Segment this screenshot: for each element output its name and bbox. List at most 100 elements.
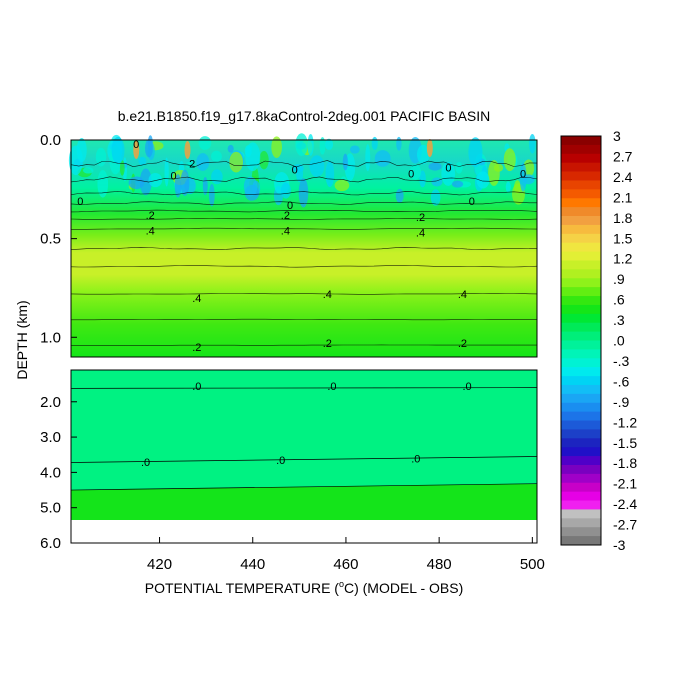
x-axis-label: POTENTIAL TEMPERATURE (oC) (MODEL - OBS) <box>145 579 464 596</box>
colorbar-swatch <box>561 269 601 279</box>
x-tick-label: 440 <box>240 556 265 573</box>
y-tick-label: 0.0 <box>40 132 61 149</box>
variability-blob <box>309 155 325 178</box>
variability-blob <box>184 140 191 159</box>
contour-label: .0 <box>192 381 201 393</box>
variability-blob <box>128 176 145 190</box>
upper-panel-field <box>71 140 537 357</box>
variability-blob <box>324 138 334 150</box>
variability-blob <box>164 157 169 187</box>
contour-label: .0 <box>276 455 285 467</box>
contour-label: 0 <box>469 196 475 208</box>
colorbar-swatch <box>561 402 601 413</box>
contour-label: 0 <box>445 163 451 175</box>
colorbar-swatch <box>561 153 601 164</box>
contour-line <box>70 176 538 183</box>
contour-label: .2 <box>323 338 332 350</box>
lower-panel-frame <box>70 369 538 544</box>
contour-line <box>70 201 537 205</box>
variability-blob <box>342 153 348 171</box>
variability-blob <box>144 139 153 158</box>
y-tick-label: 2.0 <box>40 394 61 411</box>
variability-blob <box>319 137 326 155</box>
variability-blob <box>455 161 463 174</box>
y-tick-label: 3.0 <box>40 429 61 446</box>
contour-line <box>70 218 538 220</box>
variability-blob <box>119 160 125 176</box>
contour-label: .2 <box>281 210 290 222</box>
y-axis-upper: 0.0 0.5 1.0 <box>40 132 77 346</box>
colorbar-swatch <box>561 322 601 333</box>
colorbar-label: 3 <box>613 128 621 144</box>
lower-contour-lines <box>70 387 538 491</box>
x-axis-label-unit: o <box>339 579 344 589</box>
colorbar-swatch <box>561 456 601 466</box>
variability-blob <box>468 137 483 168</box>
colorbar-swatch <box>561 438 601 448</box>
colorbar-label: 2.7 <box>613 148 633 164</box>
colorbar-swatch <box>561 242 601 252</box>
contour-line <box>70 191 538 196</box>
colorbar-label: 1.8 <box>613 210 633 226</box>
variability-blob <box>138 156 147 166</box>
colorbar-label: 1.5 <box>613 230 633 246</box>
upper-panel: 020 0 0 0 00 0 0.2.2.2.4.4.4.4.4.4.2.2.2 <box>68 133 538 358</box>
variability-blob <box>244 145 252 158</box>
variability-blob <box>271 136 282 158</box>
variability-blob <box>198 136 212 150</box>
contour-line <box>71 318 537 321</box>
x-axis: 420 440 460 480 500 <box>147 537 545 573</box>
y-tick-label: 1.0 <box>40 329 61 346</box>
variability-blob <box>292 164 304 173</box>
colorbar-label: -3 <box>613 537 626 553</box>
y-axis-label: DEPTH (km) <box>14 300 30 379</box>
variability-blob <box>208 184 215 207</box>
colorbar-label: -2.1 <box>613 476 637 492</box>
variability-blob <box>139 168 152 196</box>
y-axis-lower: 2.0 3.0 4.0 5.0 6.0 <box>40 394 77 552</box>
variability-blob <box>528 133 536 154</box>
variability-blob <box>243 176 258 197</box>
contour-line <box>71 344 537 346</box>
variability-blob <box>476 171 490 189</box>
variability-blob <box>295 133 308 156</box>
colorbar-swatch <box>561 136 601 146</box>
contour-label: .4 <box>146 226 155 238</box>
variability-blob <box>196 153 210 171</box>
colorbar-swatch <box>561 429 601 439</box>
x-tick-label: 420 <box>147 556 172 573</box>
chart-title: b.e21.B1850.f19_g17.8kaControl-2deg.001 … <box>118 108 491 124</box>
colorbar-swatch <box>561 411 601 421</box>
variability-blob <box>503 148 516 172</box>
variability-blob <box>493 163 504 172</box>
colorbar-frame <box>560 135 602 546</box>
variability-blob <box>229 151 244 173</box>
colorbar-swatch <box>561 536 601 546</box>
variability-blob <box>82 167 94 174</box>
contour-line <box>70 160 538 168</box>
colorbar-swatch <box>561 260 601 270</box>
contour-line <box>70 387 538 389</box>
contour-label: .4 <box>458 289 467 301</box>
colorbar-swatch <box>561 296 601 306</box>
variability-blob <box>419 170 426 188</box>
variability-blob <box>395 188 404 203</box>
y-tick-label: 4.0 <box>40 464 61 481</box>
colorbar-label: -1.5 <box>613 435 637 451</box>
contour-label: .2 <box>416 212 425 224</box>
colorbar-swatch <box>561 251 601 261</box>
contour-label: .0 <box>141 457 150 469</box>
colorbar-swatch <box>561 144 601 155</box>
variability-blob <box>417 144 430 165</box>
variability-blob <box>371 136 378 150</box>
colorbar-swatch <box>561 287 601 297</box>
variability-blob <box>441 161 456 186</box>
colorbar-label: -2.4 <box>613 496 637 512</box>
x-tick-label: 480 <box>427 556 452 573</box>
contour-label: .2 <box>146 210 155 222</box>
variability-blob <box>111 136 125 164</box>
x-axis-label-prefix: POTENTIAL TEMPERATURE ( <box>145 580 340 596</box>
contour-label: 0 <box>292 165 298 177</box>
y-tick-label: 0.5 <box>40 231 61 248</box>
